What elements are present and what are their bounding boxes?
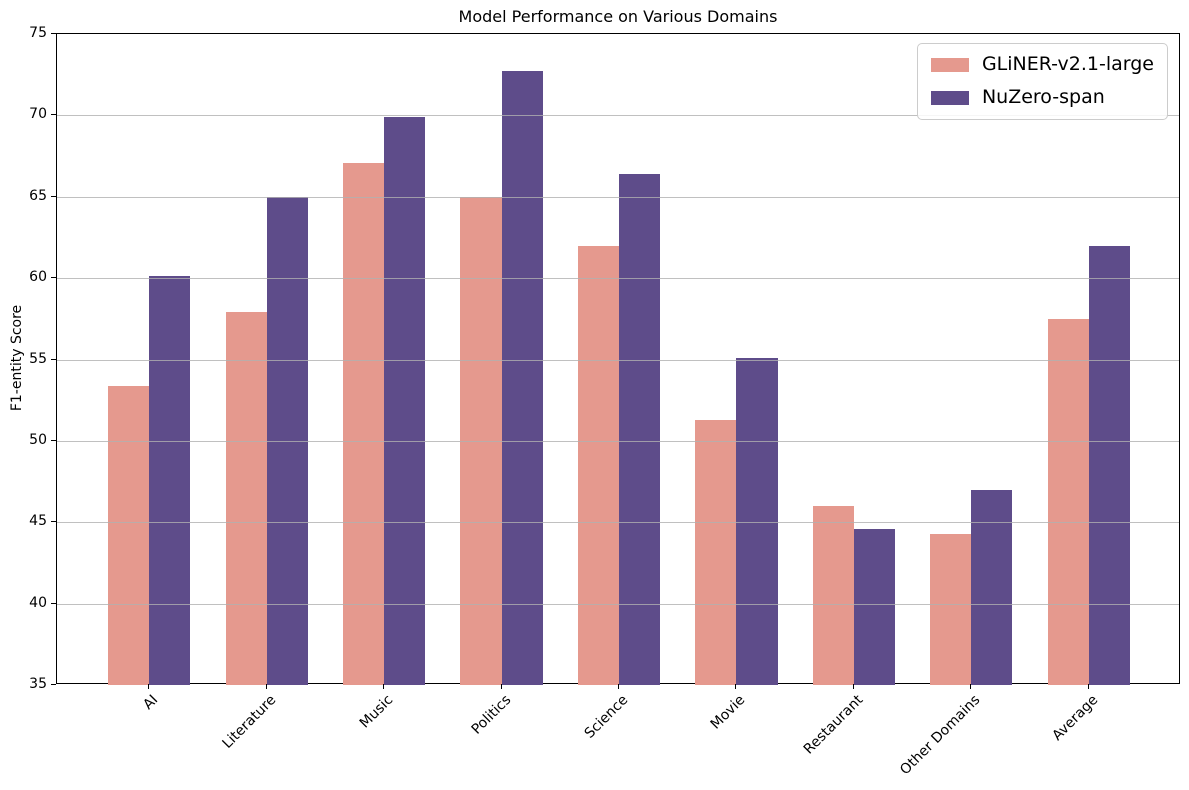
- y-tick-mark: [51, 277, 56, 279]
- legend-swatch-gliner: [930, 57, 969, 72]
- y-tick-mark: [51, 602, 56, 604]
- x-tick-mark: [735, 684, 737, 689]
- legend-item-gliner: GLiNER-v2.1-large: [930, 53, 1154, 77]
- x-tick-mark: [970, 684, 972, 689]
- x-tick-label: Other Domains: [897, 692, 984, 779]
- y-tick-mark: [51, 33, 56, 34]
- x-tick-label: Average: [1049, 692, 1102, 744]
- y-tick-label: 50: [29, 431, 47, 448]
- x-tick-mark: [500, 684, 502, 689]
- x-tick-label: Restaurant: [800, 692, 867, 758]
- legend-label-nuzero: NuZero-span: [981, 85, 1105, 108]
- bar: [342, 162, 385, 685]
- y-tick-label: 35: [29, 676, 47, 692]
- bar: [695, 419, 737, 685]
- chart-title: Model Performance on Various Domains: [458, 7, 778, 26]
- x-tick-mark: [618, 684, 619, 689]
- legend-item-nuzero: NuZero-span: [930, 85, 1154, 110]
- bar: [577, 245, 619, 685]
- x-tick-label: AI: [140, 692, 162, 714]
- plot-area: [56, 33, 1180, 685]
- y-tick-label: 70: [29, 106, 47, 123]
- bar: [812, 505, 854, 685]
- bar: [619, 173, 661, 685]
- bar: [971, 489, 1013, 685]
- bar: [501, 71, 543, 685]
- gridline: [57, 603, 1179, 605]
- y-tick-mark: [51, 195, 56, 197]
- legend-label-gliner: GLiNER-v2.1-large: [981, 53, 1154, 75]
- bar: [853, 528, 895, 685]
- y-tick-label: 60: [29, 269, 47, 286]
- y-tick-mark: [51, 521, 56, 523]
- bar: [1088, 245, 1130, 685]
- gridline: [57, 359, 1179, 361]
- bar: [149, 276, 191, 685]
- gridline: [57, 278, 1179, 280]
- y-tick-label: 55: [29, 350, 47, 367]
- bar: [225, 312, 267, 685]
- x-tick-mark: [852, 684, 854, 689]
- x-tick-label: Music: [356, 692, 397, 732]
- bar: [384, 117, 426, 685]
- y-tick-mark: [51, 114, 56, 116]
- bar: [736, 357, 778, 685]
- x-tick-mark: [148, 684, 150, 689]
- x-tick-mark: [1087, 684, 1089, 689]
- x-tick-mark: [383, 684, 385, 689]
- legend-swatch-nuzero: [930, 90, 969, 105]
- x-tick-label: Literature: [219, 692, 279, 752]
- gridline: [57, 440, 1179, 442]
- y-tick-mark: [51, 439, 56, 441]
- gridline: [57, 115, 1179, 117]
- legend: GLiNER-v2.1-large NuZero-span: [916, 43, 1168, 120]
- y-tick-mark: [51, 358, 56, 360]
- x-tick-label: Movie: [708, 692, 749, 733]
- bar: [1047, 318, 1089, 685]
- x-tick-mark: [265, 684, 267, 689]
- y-tick-mark: [51, 684, 56, 685]
- x-tick-label: Science: [581, 692, 632, 742]
- y-tick-label: 40: [29, 594, 47, 611]
- gridline: [57, 522, 1179, 524]
- grid-layer: [57, 34, 1179, 683]
- y-tick-label: 65: [29, 187, 47, 204]
- y-tick-label: 75: [29, 25, 47, 41]
- x-tick-label: Politics: [468, 692, 514, 738]
- bar: [930, 533, 972, 685]
- y-tick-label: 45: [29, 513, 47, 530]
- gridline: [57, 196, 1179, 198]
- bar: [108, 385, 150, 685]
